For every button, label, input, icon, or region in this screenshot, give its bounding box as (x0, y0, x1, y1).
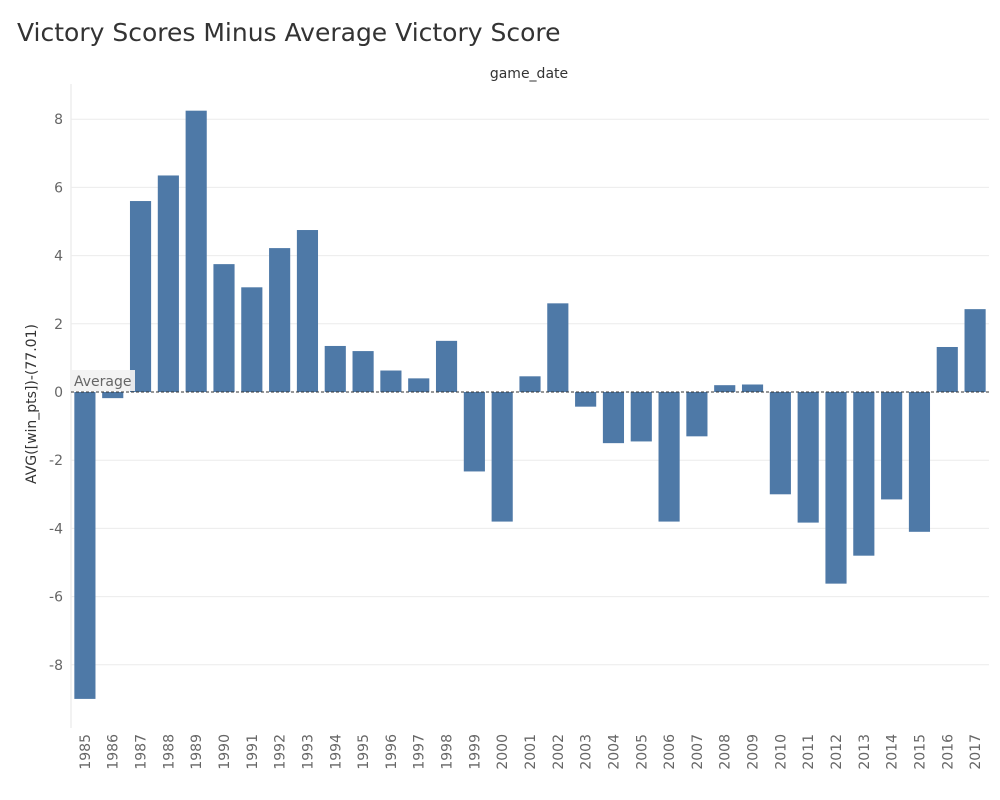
x-tick-label: 2011 (801, 734, 817, 770)
y-tick-label: -4 (49, 521, 63, 537)
bar-1989 (185, 110, 207, 393)
x-tick-label: 2001 (523, 734, 539, 770)
bar-2013 (853, 392, 875, 556)
x-tick-label: 1995 (356, 734, 372, 770)
y-tick-label: -2 (49, 453, 63, 469)
y-axis: -8 -6 -4 -2 0 2 4 6 8 (49, 112, 63, 674)
bar-1988 (157, 175, 179, 392)
x-tick-label: 2007 (690, 734, 706, 770)
x-tick-label: 1996 (384, 734, 400, 770)
y-tick-label: 8 (54, 112, 63, 128)
bar-2015 (908, 392, 931, 532)
x-tick-label: 1985 (78, 734, 94, 770)
x-tick-label: 2009 (746, 734, 762, 770)
bar-1994 (324, 345, 346, 392)
x-tick-label: 1998 (440, 734, 456, 770)
bars (74, 110, 986, 699)
bar-2014 (881, 392, 903, 500)
x-tick-label: 1997 (412, 734, 428, 770)
gridlines (70, 84, 989, 728)
y-tick-label: -8 (49, 658, 63, 674)
x-tick-label: 2006 (662, 734, 678, 770)
bar-2003 (575, 392, 597, 407)
bar-1986 (102, 392, 124, 399)
x-tick-label: 2005 (634, 734, 650, 770)
bar-1995 (352, 351, 374, 392)
bar-2008 (714, 385, 736, 392)
y-axis-title: AVG([win_pts])-(77.01) (24, 324, 40, 484)
x-tick-label: 1986 (106, 734, 122, 770)
bar-1993 (296, 230, 319, 392)
bar-2000 (491, 392, 513, 522)
bar-2009 (741, 384, 764, 392)
x-tick-label: 2012 (829, 734, 845, 770)
x-tick-label: 1989 (189, 734, 205, 770)
x-tick-label: 2017 (968, 734, 984, 770)
bar-1997 (408, 378, 430, 392)
bar-1999 (463, 392, 485, 472)
y-tick-label: 6 (54, 180, 63, 196)
chart-title: Victory Scores Minus Average Victory Sco… (17, 18, 561, 47)
x-tick-label: 2013 (857, 734, 873, 770)
x-tick-label: 2002 (551, 734, 567, 770)
bar-2001 (519, 376, 541, 392)
x-tick-label: 1990 (217, 734, 233, 770)
bar-1996 (380, 370, 402, 392)
bar-2006 (658, 392, 680, 522)
reference-label-bg (72, 370, 135, 391)
bar-1987 (129, 201, 152, 392)
x-tick-label: 2008 (718, 734, 734, 770)
bar-2017 (964, 309, 986, 392)
bar-2005 (630, 392, 652, 442)
bar-1992 (269, 248, 291, 392)
y-tick-label: 4 (54, 249, 63, 265)
bar-2007 (686, 392, 708, 437)
bar-2016 (936, 346, 958, 392)
x-tick-label: 1992 (273, 734, 289, 770)
bar-1991 (241, 287, 263, 392)
column-header: game_date (490, 66, 568, 82)
bar-2010 (769, 392, 791, 495)
x-axis: 1985 1986 1987 1988 1989 1990 1991 1992 1993 1994… (78, 734, 984, 770)
x-tick-label: 2016 (940, 734, 956, 770)
x-tick-label: 1987 (134, 734, 150, 770)
x-tick-label: 1991 (245, 734, 261, 770)
bar-2012 (825, 392, 847, 584)
x-tick-label: 2014 (885, 734, 901, 770)
bar-2002 (547, 303, 569, 392)
x-tick-label: 1999 (467, 734, 483, 770)
x-tick-label: 2015 (913, 734, 929, 770)
bar-1985 (74, 392, 96, 699)
bar-2011 (797, 392, 819, 523)
reference-label: Average (74, 374, 132, 390)
x-tick-label: 1988 (161, 734, 177, 770)
x-tick-label: 1993 (301, 734, 317, 770)
y-tick-label: -6 (49, 590, 63, 606)
x-tick-label: 1994 (328, 734, 344, 770)
bar-2004 (602, 392, 625, 444)
x-tick-label: 2000 (495, 734, 511, 770)
y-tick-label: 0 (54, 385, 63, 401)
x-tick-label: 2004 (607, 734, 623, 770)
reference-line-group: Average (71, 370, 989, 393)
x-tick-label: 2010 (773, 734, 789, 770)
y-tick-label: 2 (54, 317, 63, 333)
x-tick-label: 2003 (579, 734, 595, 770)
bar-1990 (213, 264, 235, 393)
bar-1998 (435, 340, 458, 392)
